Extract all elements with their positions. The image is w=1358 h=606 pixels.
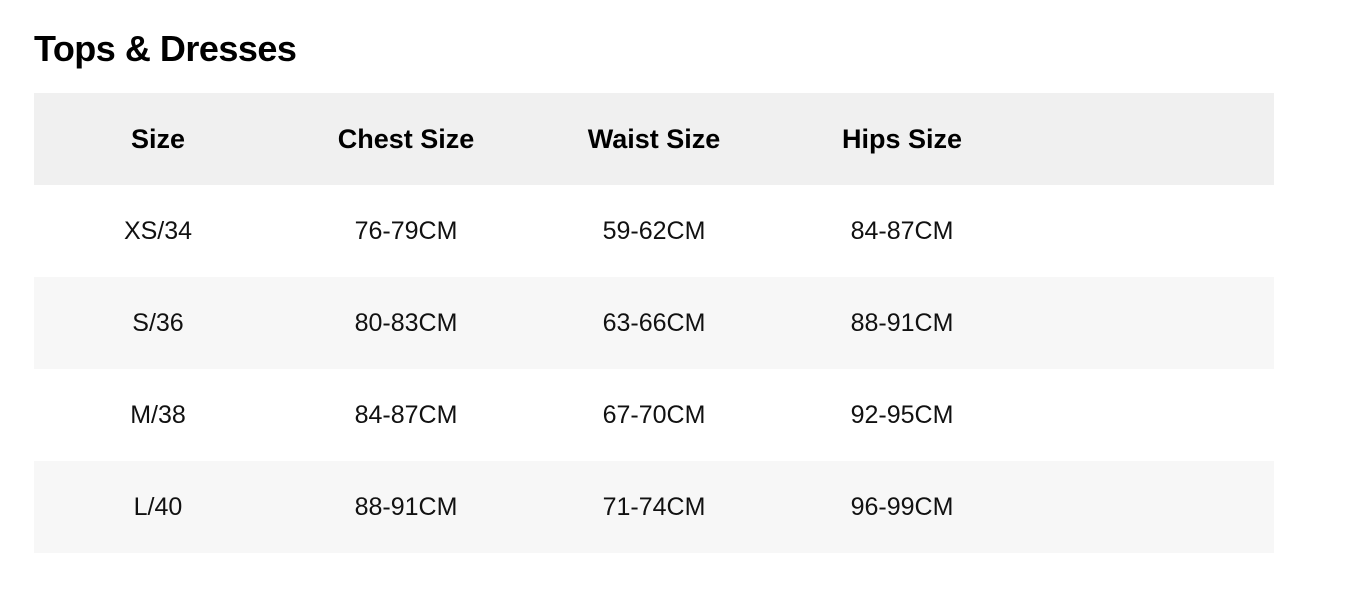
cell-size: S/36	[132, 308, 184, 337]
cell-waist: 71-74CM	[602, 492, 706, 521]
table-header-row: Size Chest Size Waist Size Hips Size	[34, 93, 1274, 185]
cell-chest: 80-83CM	[354, 308, 458, 337]
header-waist: Waist Size	[587, 123, 721, 154]
cell-empty	[1026, 185, 1274, 277]
cell-hips: 96-99CM	[850, 492, 954, 521]
cell-size: M/38	[130, 400, 186, 429]
table-row: L/40 88-91CM 71-74CM 96-99CM	[34, 461, 1274, 553]
cell-empty	[1026, 277, 1274, 369]
cell-chest: 76-79CM	[354, 216, 458, 245]
cell-size: L/40	[133, 492, 183, 521]
cell-hips: 84-87CM	[850, 216, 954, 245]
table-row: S/36 80-83CM 63-66CM 88-91CM	[34, 277, 1274, 369]
header-chest: Chest Size	[337, 123, 475, 154]
header-size: Size	[130, 123, 186, 154]
table-row: XS/34 76-79CM 59-62CM 84-87CM	[34, 185, 1274, 277]
page-title: Tops & Dresses	[34, 28, 297, 69]
table-row: M/38 84-87CM 67-70CM 92-95CM	[34, 369, 1274, 461]
size-chart-table: Size Chest Size Waist Size Hips Size XS/…	[34, 93, 1274, 553]
cell-hips: 92-95CM	[850, 400, 954, 429]
cell-size: XS/34	[123, 216, 193, 245]
header-hips: Hips Size	[841, 123, 963, 154]
cell-chest: 84-87CM	[354, 400, 458, 429]
cell-empty	[1026, 369, 1274, 461]
cell-waist: 59-62CM	[602, 216, 706, 245]
cell-hips: 88-91CM	[850, 308, 954, 337]
cell-chest: 88-91CM	[354, 492, 458, 521]
cell-empty	[1026, 461, 1274, 553]
cell-waist: 63-66CM	[602, 308, 706, 337]
cell-waist: 67-70CM	[602, 400, 706, 429]
header-empty	[1026, 93, 1274, 185]
